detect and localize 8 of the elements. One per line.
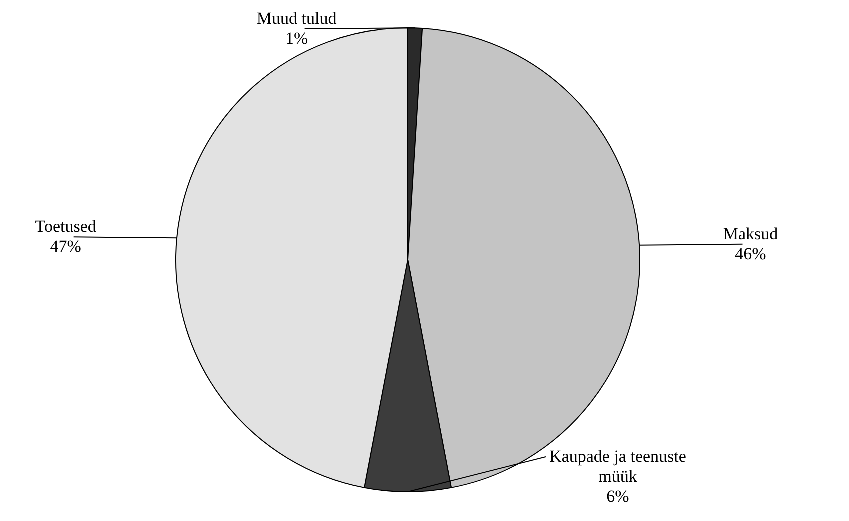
slice-label: Muud tulud xyxy=(256,9,338,28)
slice-label: Maksud xyxy=(723,224,779,244)
slice-label: Kaupade ja teenuste müük xyxy=(550,447,686,486)
data-label: 47% xyxy=(50,237,82,256)
slice-label: Toetused xyxy=(35,217,97,236)
data-label: 46% xyxy=(735,244,766,264)
data-label: 1% xyxy=(285,29,308,48)
data-label: 6% xyxy=(606,487,630,506)
